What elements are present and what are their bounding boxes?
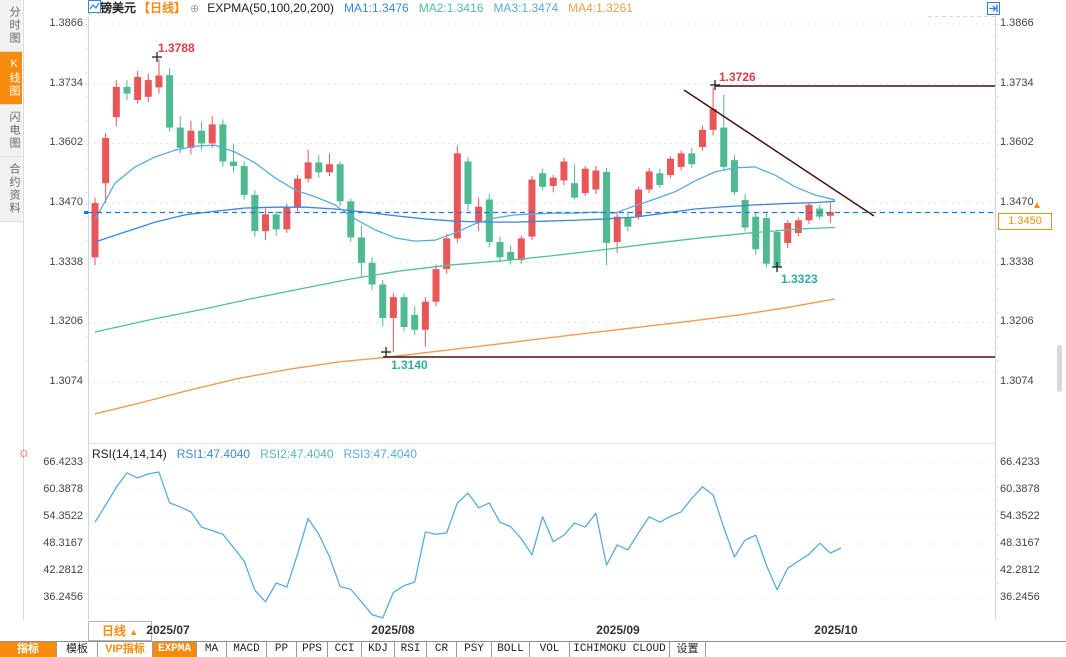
rsi-axis-label-right: 42.2812 [1000,563,1040,576]
price-axis-label-right: 1.3206 [1000,315,1034,328]
price-axis-label-right: 1.3338 [1000,255,1034,268]
price-axis-label-right: 1.3470 [1000,196,1034,209]
ma-value: MA4:1.3261 [568,1,633,15]
indicator-tab-pps[interactable]: PPS [297,642,328,657]
ma-values: MA1:1.3476 MA2:1.3416 MA3:1.3474 MA4:1.3261 [334,1,633,15]
chart-header: 英镑美元 【日线】 ⊕ EXPMA(50,100,20,200) MA1:1.3476 M… [88,0,928,17]
indicator-tab-模板[interactable]: 模板 [57,642,98,657]
rsi-title[interactable]: RSI(14,14,14) [92,447,167,461]
indicator-tab-expma[interactable]: EXPMA [153,642,197,657]
period-label: 日线 [101,624,126,638]
month-label: 2025/07 [146,623,190,637]
rsi-header: RSI(14,14,14) RSI1:47.4040 RSI2:47.4040 RSI… [92,447,417,461]
chart-type-sidebar: 分时图 K线图 闪电图 合约资料 [0,0,24,622]
month-label: 2025/10 [814,623,858,637]
indicator-tab-boll[interactable]: BOLL [492,642,530,657]
price-axis-label-left: 1.3338 [49,255,83,268]
indicator-label[interactable]: EXPMA(50,100,20,200) [207,1,334,15]
rsi-axis-label-right: 66.4233 [1000,456,1040,468]
price-annotation: 1.3140 [391,358,428,372]
indicator-tab-ma[interactable]: MA [197,642,227,657]
price-axis-label-left: 1.3470 [49,196,83,209]
sidebar-tab-1[interactable]: 分时图 [0,0,22,52]
indicator-tab-vip指标[interactable]: VIP指标 [98,642,153,657]
price-annotation: 1.3323 [781,272,818,286]
period-selector[interactable]: 日线 ▲ [88,621,152,641]
price-up-arrow-icon: ▲ [1032,200,1042,211]
date-axis-row: 日线 ▲ 2025/07 2025/08 2025/09 2025/10 [0,620,1066,641]
rsi-axis-label-right: 60.3878 [1000,482,1040,495]
price-axis-label-left: 1.3734 [49,76,83,89]
indicator-tab-pp[interactable]: PP [267,642,297,657]
rsi-axis-label-left: 48.3167 [43,536,83,549]
sidebar-tab-2[interactable]: K线图 [0,52,22,105]
rsi-axis-label-left: 60.3878 [43,482,83,495]
indicator-tab-rsi[interactable]: RSI [395,642,427,657]
indicator-tab-ichimoku-cloud[interactable]: ICHIMOKU CLOUD [570,642,670,657]
rsi-axis-label-left: 66.4233 [43,456,83,468]
price-axis-label-right: 1.3866 [1000,17,1034,29]
indicator-settings-sun-icon[interactable]: ☼ [17,444,31,461]
indicator-tab-指标[interactable]: 指标 [0,642,57,657]
month-label: 2025/09 [596,623,640,637]
indicator-tab-设置[interactable]: 设置 [670,642,706,657]
rsi-value: RSI3:47.4040 [343,447,417,461]
price-axis-label-left: 1.3074 [49,375,83,388]
price-axis-label-right: 1.3074 [1000,375,1034,388]
sidebar-tab-3[interactable]: 闪电图 [0,105,22,157]
indicator-tabbar: 指标 模板 VIP指标 EXPMA MA MACD PP PPS CCI KDJ RSI CR PSY B… [0,641,1066,657]
indicator-tab-cci[interactable]: CCI [328,642,362,657]
indicator-tab-vol[interactable]: VOL [530,642,570,657]
period-dropdown-arrow-icon: ▲ [129,627,139,637]
rsi-values: RSI1:47.4040 RSI2:47.4040 RSI3:47.4040 [167,447,417,461]
ma-value: MA2:1.3416 [418,1,484,15]
rsi-axis-label-left: 42.2812 [43,563,83,576]
ma-value: MA3:1.3474 [493,1,559,15]
month-label: 2025/08 [371,623,415,637]
price-axis-label-right: 1.3734 [1000,76,1034,89]
rsi-axis-label-right: 36.2456 [1000,590,1040,603]
price-axis-label-left: 1.3602 [49,136,83,149]
price-axis-label-right: 1.3602 [1000,136,1034,149]
price-axis-label-left: 1.3206 [49,315,83,328]
current-price-badge: 1.3450 [998,213,1052,230]
price-annotation: 1.3788 [158,41,195,55]
rsi-axis-label-left: 54.3522 [43,510,83,522]
indicator-tab-macd[interactable]: MACD [227,642,267,657]
price-annotation: 1.3726 [719,70,756,84]
rsi-axis-label-left: 36.2456 [43,590,83,603]
rsi-value: RSI1:47.4040 [176,447,251,461]
ma-value: MA1:1.3476 [344,1,409,15]
sidebar-tab-4[interactable]: 合约资料 [0,157,22,222]
rsi-axis-label-right: 54.3522 [1000,510,1040,522]
indicator-tab-kdj[interactable]: KDJ [362,642,395,657]
circle-plus-icon[interactable]: ⊕ [190,3,200,15]
period-tag[interactable]: 【日线】 [138,1,187,15]
rsi-value: RSI2:47.4040 [260,447,334,461]
rsi-axis-label-right: 48.3167 [1000,536,1040,549]
indicator-tab-cr[interactable]: CR [427,642,457,657]
price-axis-label-left: 1.3866 [49,17,83,29]
indicator-tab-psy[interactable]: PSY [457,642,492,657]
